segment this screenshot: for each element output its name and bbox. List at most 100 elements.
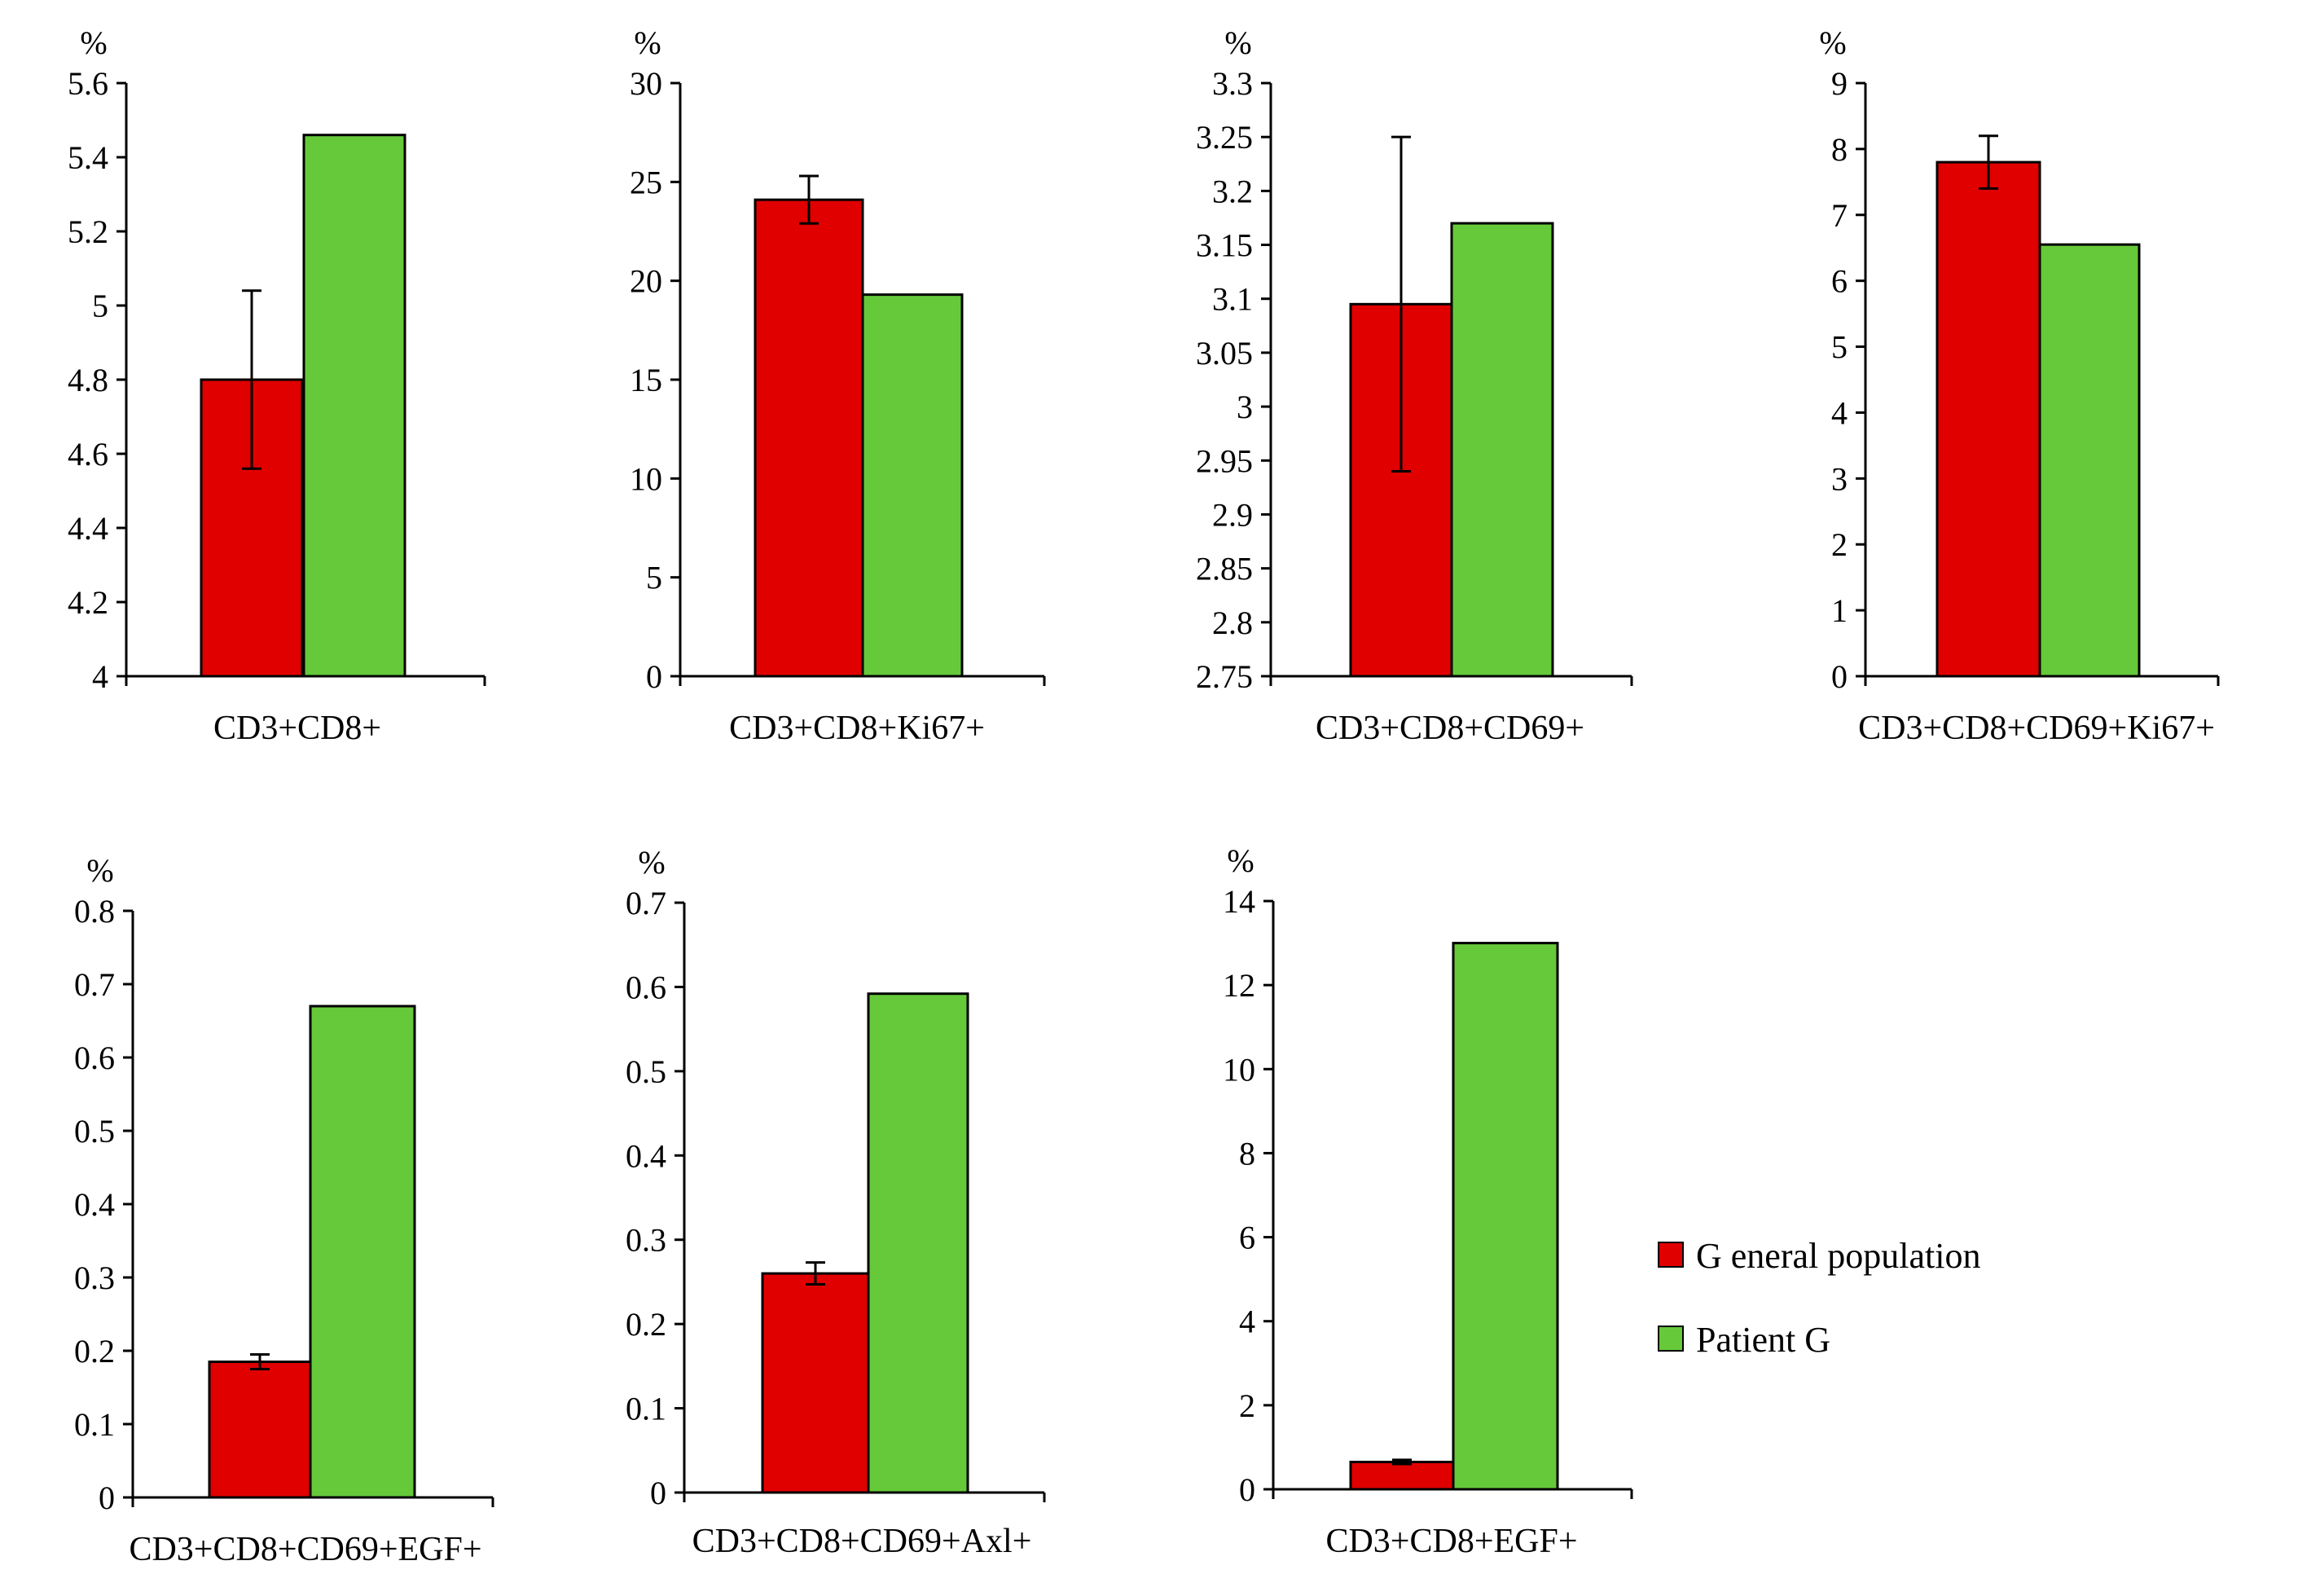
bar-patient-g bbox=[867, 992, 969, 1494]
y-tick-label: 8 bbox=[1239, 1135, 1255, 1172]
y-tick-label: 0 bbox=[1831, 658, 1848, 695]
y-tick-label: 4 bbox=[92, 658, 108, 695]
y-unit-label: % bbox=[1224, 24, 1251, 61]
y-tick-label: 7 bbox=[1831, 197, 1848, 234]
y-tick-label: 4.6 bbox=[68, 436, 108, 473]
y-tick-label: 3.3 bbox=[1212, 65, 1253, 102]
y-tick-label: 0 bbox=[650, 1475, 666, 1511]
y-unit-label: % bbox=[638, 844, 665, 881]
y-tick-label: 20 bbox=[630, 263, 662, 300]
y-tick-label: 2 bbox=[1239, 1387, 1255, 1424]
bar-patient-g bbox=[1450, 222, 1554, 678]
category-label: CD3+CD8+EGF+ bbox=[1325, 1523, 1577, 1560]
y-tick-label: 25 bbox=[630, 164, 662, 200]
y-tick-label: 0.1 bbox=[626, 1391, 666, 1427]
legend-swatch-general-population bbox=[1658, 1242, 1684, 1268]
y-unit-label: % bbox=[86, 852, 113, 889]
category-label: CD3+CD8+CD69+ bbox=[1316, 710, 1584, 747]
y-tick-label: 0.2 bbox=[626, 1306, 666, 1343]
legend-label-general-population: G eneral population bbox=[1696, 1236, 1980, 1276]
chart-panel-6: 0 0.1 0.2 0.3 0.4 0.5 0.6 0.7% CD3+CD8+CD69+Axl+ bbox=[626, 844, 1046, 1560]
y-tick-label: 2.95 bbox=[1196, 442, 1253, 479]
category-label: CD3+CD8+CD69+EGF+ bbox=[129, 1531, 481, 1568]
bar-general-population bbox=[761, 1272, 870, 1494]
y-tick-label: 0.3 bbox=[626, 1222, 666, 1259]
y-tick-label: 0.7 bbox=[626, 885, 666, 921]
y-tick-label: 0.2 bbox=[74, 1333, 115, 1370]
bar-patient-g bbox=[1452, 942, 1559, 1491]
y-unit-label: % bbox=[1819, 24, 1846, 61]
chart-panel-4: 0 1 2 3 4 5 6 7 8 9% CD3+CD8+CD69+Ki67+ bbox=[1819, 24, 2220, 747]
y-tick-label: 0 bbox=[646, 658, 662, 695]
chart-panel-7: 0 2 4 6 8 10 12 14% CD3+CD8+EGF+ bbox=[1223, 842, 1633, 1560]
y-tick-label: 9 bbox=[1831, 65, 1848, 102]
y-tick-label: 0.3 bbox=[74, 1260, 115, 1296]
y-tick-label: 0.5 bbox=[626, 1053, 666, 1090]
y-tick-label: 3 bbox=[1831, 460, 1848, 497]
y-tick-label: 10 bbox=[630, 460, 662, 497]
y-tick-label: 4 bbox=[1239, 1304, 1255, 1340]
y-tick-label: 2.85 bbox=[1196, 551, 1253, 587]
bar-general-population bbox=[208, 1361, 312, 1499]
y-tick-label: 0.6 bbox=[626, 969, 666, 1005]
y-tick-label: 4.2 bbox=[68, 584, 108, 621]
category-label: CD3+CD8+Ki67+ bbox=[729, 710, 985, 747]
legend-label-patient-g: Patient G bbox=[1696, 1320, 1830, 1360]
y-tick-label: 10 bbox=[1223, 1051, 1255, 1088]
y-tick-label: 5.4 bbox=[68, 139, 108, 176]
y-tick-label: 3.05 bbox=[1196, 335, 1253, 372]
y-tick-label: 3.15 bbox=[1196, 227, 1253, 264]
y-tick-label: 2.8 bbox=[1212, 605, 1253, 641]
chart-panel-1: 4 4.2 4.4 4.6 4.8 5 5.2 5.4 5.6% CD3+CD8+ bbox=[68, 24, 486, 747]
chart-panel-5: 0 0.1 0.2 0.3 0.4 0.5 0.6 0.7 0.8% CD3+CD8+CD69+E… bbox=[74, 852, 494, 1568]
y-tick-label: 5 bbox=[646, 560, 662, 596]
y-tick-label: 0.1 bbox=[74, 1406, 115, 1443]
y-tick-label: 6 bbox=[1239, 1220, 1255, 1256]
y-tick-label: 14 bbox=[1223, 883, 1255, 920]
category-label: CD3+CD8+ bbox=[213, 710, 381, 747]
y-tick-label: 0.4 bbox=[626, 1137, 666, 1174]
bar-general-population bbox=[1349, 1460, 1455, 1491]
y-tick-label: 8 bbox=[1831, 131, 1848, 168]
y-tick-label: 0 bbox=[1239, 1471, 1255, 1508]
y-tick-label: 5.6 bbox=[68, 65, 108, 102]
y-unit-label: % bbox=[634, 24, 661, 61]
chart-panels: 44.24.44.64.855.25.45.6%CD3+CD8+05101520… bbox=[68, 24, 2220, 1568]
category-label: CD3+CD8+CD69+Axl+ bbox=[692, 1523, 1032, 1560]
legend: G eneral population Patient G bbox=[1658, 1236, 1980, 1360]
bar-general-population bbox=[200, 378, 304, 678]
y-tick-label: 5 bbox=[1831, 329, 1848, 366]
y-tick-label: 30 bbox=[630, 65, 662, 102]
y-tick-label: 0.8 bbox=[74, 893, 115, 930]
y-tick-label: 1 bbox=[1831, 592, 1848, 629]
y-tick-label: 4.8 bbox=[68, 362, 108, 398]
bar-patient-g bbox=[302, 134, 406, 678]
y-tick-label: 0 bbox=[99, 1479, 115, 1516]
y-unit-label: % bbox=[1227, 842, 1254, 879]
y-tick-label: 3.2 bbox=[1212, 173, 1253, 209]
bar-patient-g bbox=[2038, 243, 2141, 678]
y-tick-label: 2.75 bbox=[1196, 658, 1253, 695]
y-tick-label: 3 bbox=[1237, 389, 1253, 425]
y-tick-label: 0.7 bbox=[74, 966, 115, 1003]
y-unit-label: % bbox=[80, 24, 107, 61]
y-tick-label: 5.2 bbox=[68, 213, 108, 250]
chart-panel-2: 0 5 10 15 20 25 30% CD3+CD8+Ki67+ bbox=[630, 24, 1046, 747]
bar-general-population bbox=[754, 198, 864, 678]
category-label: CD3+CD8+CD69+Ki67+ bbox=[1858, 710, 2215, 747]
bar-patient-g bbox=[309, 1005, 416, 1499]
y-tick-label: 5 bbox=[92, 288, 108, 324]
y-tick-label: 6 bbox=[1831, 263, 1848, 300]
y-tick-label: 0.6 bbox=[74, 1040, 115, 1076]
bar-patient-g bbox=[861, 293, 964, 678]
y-tick-label: 2 bbox=[1831, 526, 1848, 563]
chart-panel-3: 2.75 2.8 2.85 2.9 2.95 3 3.05 3.1 3.15 3.2 3.25 3.3… bbox=[1196, 24, 1633, 747]
y-tick-label: 12 bbox=[1223, 967, 1255, 1004]
legend-swatch-patient-g bbox=[1658, 1326, 1684, 1352]
y-tick-label: 2.9 bbox=[1212, 496, 1253, 533]
y-tick-label: 4.4 bbox=[68, 510, 108, 547]
y-tick-label: 3.25 bbox=[1196, 119, 1253, 156]
y-tick-label: 4 bbox=[1831, 394, 1848, 431]
y-tick-label: 0.4 bbox=[74, 1186, 115, 1223]
